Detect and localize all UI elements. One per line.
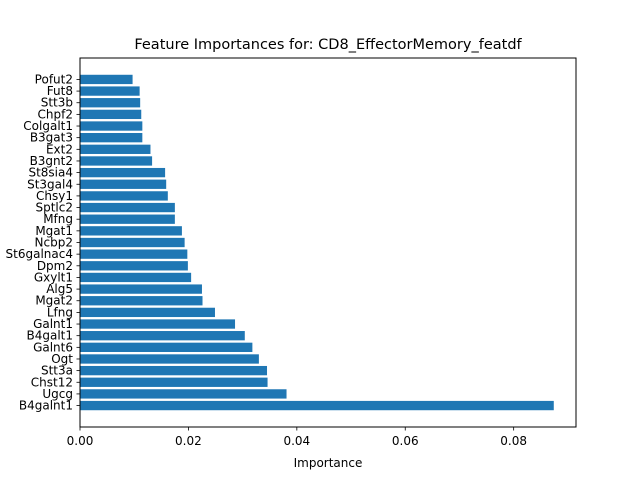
bar-mgat1 xyxy=(80,226,182,236)
bar-chpf2 xyxy=(80,109,142,120)
bar-stt3b xyxy=(80,98,141,108)
bar-ncbp2 xyxy=(80,237,185,248)
bar-ext2 xyxy=(80,144,151,154)
y-tick-label: Pofut2 xyxy=(35,72,73,86)
x-tick-label: 0.00 xyxy=(67,434,94,448)
bar-galnt6 xyxy=(80,342,253,352)
y-tick-label: Mfng xyxy=(43,212,73,226)
y-tick-label: B3gnt2 xyxy=(30,154,73,168)
y-tick-label: Lfng xyxy=(47,305,73,319)
y-tick-label: St3gal4 xyxy=(27,177,73,191)
y-tick-label: Ext2 xyxy=(46,142,73,156)
y-tick-label: St8sia4 xyxy=(28,166,73,180)
y-tick-label: Dpm2 xyxy=(37,259,73,273)
y-tick-label: Fut8 xyxy=(47,84,73,98)
y-tick-label: Alg5 xyxy=(46,282,73,296)
y-tick-label: Chpf2 xyxy=(38,107,73,121)
bar-st3gal4 xyxy=(80,179,167,189)
bar-galnt1 xyxy=(80,319,236,329)
bar-colgalt1 xyxy=(80,121,143,131)
bar-sptlc2 xyxy=(80,202,175,213)
bar-mfng xyxy=(80,214,175,224)
y-tick-label: Colgalt1 xyxy=(23,119,73,133)
y-tick-label: B4galt1 xyxy=(26,329,73,343)
y-tick-label: Galnt6 xyxy=(33,340,73,354)
bar-lfng xyxy=(80,307,215,318)
y-tick-label: Sptlc2 xyxy=(35,201,73,215)
y-tick-label: Mgat2 xyxy=(35,294,73,308)
y-tick-label: Ncbp2 xyxy=(35,236,73,250)
x-tick-label: 0.04 xyxy=(283,434,310,448)
bar-b4galnt1 xyxy=(80,400,554,411)
bar-chst12 xyxy=(80,377,268,387)
bar-stt3a xyxy=(80,365,268,376)
x-axis-label: Importance xyxy=(294,456,363,470)
y-tick-label: Stt3b xyxy=(41,96,73,110)
bar-b3gat3 xyxy=(80,133,143,143)
bar-st8sia4 xyxy=(80,167,166,178)
bar-gxylt1 xyxy=(80,272,192,283)
x-tick-label: 0.06 xyxy=(392,434,419,448)
bars-group xyxy=(80,74,554,411)
y-tick-label: Stt3a xyxy=(41,364,73,378)
bar-ugcg xyxy=(80,389,287,399)
y-tick-label: Ugcg xyxy=(42,387,73,401)
bar-b3gnt2 xyxy=(80,156,153,166)
bar-dpm2 xyxy=(80,261,188,271)
y-tick-label: B3gat3 xyxy=(30,131,73,145)
bar-fut8 xyxy=(80,86,140,96)
chart-title: Feature Importances for: CD8_EffectorMem… xyxy=(134,37,522,53)
bar-b4galt1 xyxy=(80,331,245,341)
y-tick-label: Chst12 xyxy=(31,375,73,389)
y-tick-label: Gxylt1 xyxy=(34,270,73,284)
bar-chsy1 xyxy=(80,191,168,201)
y-axis: B4galnt1UgcgChst12Stt3aOgtGalnt6B4galt1G… xyxy=(6,72,80,413)
y-tick-label: B4galnt1 xyxy=(19,399,73,413)
bar-ogt xyxy=(80,354,259,364)
x-tick-label: 0.08 xyxy=(500,434,527,448)
y-tick-label: Mgat1 xyxy=(35,224,73,238)
bar-st6galnac4 xyxy=(80,249,188,259)
bar-pofut2 xyxy=(80,74,133,85)
x-tick-label: 0.02 xyxy=(175,434,202,448)
y-tick-label: Galnt1 xyxy=(33,317,73,331)
y-tick-label: St6galnac4 xyxy=(6,247,73,261)
bar-mgat2 xyxy=(80,296,203,306)
x-axis: 0.00 0.02 0.04 0.06 0.08 xyxy=(67,427,527,448)
y-tick-label: Ogt xyxy=(51,352,73,366)
bar-alg5 xyxy=(80,284,202,294)
y-tick-label: Chsy1 xyxy=(36,189,73,203)
